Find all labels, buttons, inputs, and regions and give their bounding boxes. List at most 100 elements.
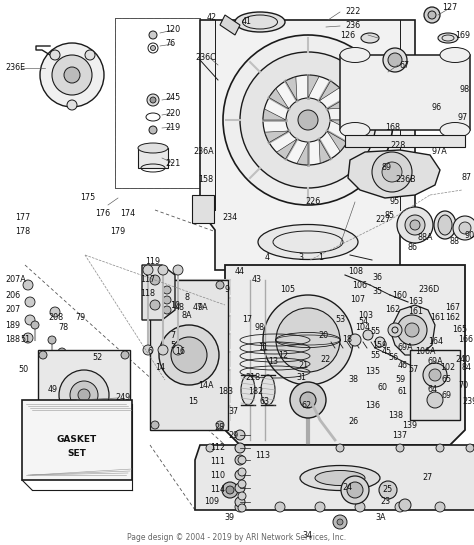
Bar — [138, 148, 168, 168]
Circle shape — [263, 75, 353, 165]
Text: 175: 175 — [80, 193, 95, 203]
Text: 28: 28 — [214, 423, 224, 433]
Ellipse shape — [241, 375, 255, 405]
Text: 226: 226 — [305, 197, 320, 207]
Text: 228: 228 — [390, 141, 405, 149]
Text: 42: 42 — [207, 14, 217, 22]
Polygon shape — [330, 120, 353, 131]
Circle shape — [392, 327, 398, 333]
Circle shape — [238, 504, 246, 512]
Circle shape — [206, 444, 214, 452]
Circle shape — [31, 321, 39, 329]
Circle shape — [23, 280, 33, 290]
Text: 219: 219 — [165, 123, 180, 131]
Text: 4: 4 — [265, 253, 270, 263]
Text: 177: 177 — [15, 214, 30, 222]
Text: 3: 3 — [298, 253, 303, 263]
Text: 9: 9 — [225, 286, 230, 294]
Circle shape — [150, 97, 156, 103]
Text: 45: 45 — [382, 348, 392, 356]
Circle shape — [23, 333, 33, 343]
Text: 49: 49 — [48, 385, 58, 395]
Circle shape — [459, 222, 471, 234]
Text: 102: 102 — [440, 364, 455, 372]
Polygon shape — [308, 75, 319, 98]
Text: 110: 110 — [210, 470, 225, 480]
Text: 236: 236 — [345, 21, 360, 31]
Circle shape — [143, 345, 153, 355]
Ellipse shape — [440, 47, 470, 63]
Text: 245: 245 — [165, 94, 180, 102]
Circle shape — [151, 45, 155, 51]
Circle shape — [235, 430, 245, 440]
Text: 96: 96 — [432, 104, 442, 112]
Circle shape — [39, 431, 47, 439]
Text: 24: 24 — [342, 483, 352, 493]
Text: 23: 23 — [380, 498, 390, 506]
Circle shape — [235, 455, 245, 465]
Ellipse shape — [340, 123, 370, 137]
Text: 103: 103 — [358, 311, 373, 319]
Circle shape — [396, 444, 404, 452]
Bar — [410, 350, 460, 420]
Text: 169: 169 — [455, 31, 470, 39]
Circle shape — [173, 265, 183, 275]
Circle shape — [405, 215, 425, 235]
Text: 98: 98 — [255, 324, 265, 332]
Ellipse shape — [340, 47, 370, 63]
Text: 168: 168 — [385, 124, 400, 132]
Text: 14A: 14A — [198, 380, 213, 390]
Circle shape — [173, 345, 183, 355]
Text: 53: 53 — [335, 316, 345, 324]
Circle shape — [399, 499, 411, 511]
Circle shape — [388, 53, 402, 67]
Polygon shape — [264, 131, 289, 142]
Circle shape — [428, 11, 436, 19]
Circle shape — [337, 519, 343, 525]
Circle shape — [275, 502, 285, 512]
Text: 138: 138 — [388, 410, 403, 420]
Polygon shape — [348, 150, 440, 198]
Text: 46: 46 — [398, 360, 408, 370]
Text: 162: 162 — [445, 313, 460, 323]
Circle shape — [333, 515, 347, 529]
Circle shape — [240, 52, 376, 188]
Text: 162: 162 — [385, 306, 400, 314]
Circle shape — [453, 216, 474, 240]
Text: 98: 98 — [460, 86, 470, 94]
Text: 188: 188 — [5, 336, 20, 344]
Circle shape — [372, 152, 412, 192]
Text: 38: 38 — [348, 376, 358, 385]
Circle shape — [235, 470, 245, 480]
Text: 221: 221 — [165, 159, 180, 167]
Text: 208: 208 — [48, 313, 63, 323]
Circle shape — [395, 502, 405, 512]
Text: 78: 78 — [58, 324, 68, 332]
Text: 176: 176 — [95, 209, 110, 217]
Text: 236A: 236A — [193, 148, 214, 156]
Circle shape — [50, 50, 60, 60]
Ellipse shape — [361, 33, 379, 43]
Text: 56: 56 — [388, 354, 398, 362]
Text: 167: 167 — [445, 304, 460, 312]
Circle shape — [397, 315, 427, 345]
Text: 85: 85 — [385, 210, 395, 220]
Text: 5: 5 — [170, 341, 175, 349]
Circle shape — [143, 265, 153, 275]
Circle shape — [349, 334, 361, 346]
Text: 47: 47 — [193, 304, 203, 312]
Text: 135: 135 — [365, 367, 380, 377]
Ellipse shape — [440, 123, 470, 137]
Text: 27: 27 — [422, 474, 432, 482]
Text: 249: 249 — [115, 393, 130, 403]
Text: 65: 65 — [442, 376, 452, 385]
Text: 20: 20 — [318, 330, 328, 340]
Text: SET: SET — [68, 449, 86, 457]
Ellipse shape — [258, 225, 358, 259]
Text: 37: 37 — [228, 408, 238, 416]
Circle shape — [410, 220, 420, 230]
Text: 59: 59 — [395, 376, 405, 385]
Circle shape — [158, 345, 168, 355]
Text: 8: 8 — [185, 294, 190, 302]
Polygon shape — [195, 445, 474, 510]
